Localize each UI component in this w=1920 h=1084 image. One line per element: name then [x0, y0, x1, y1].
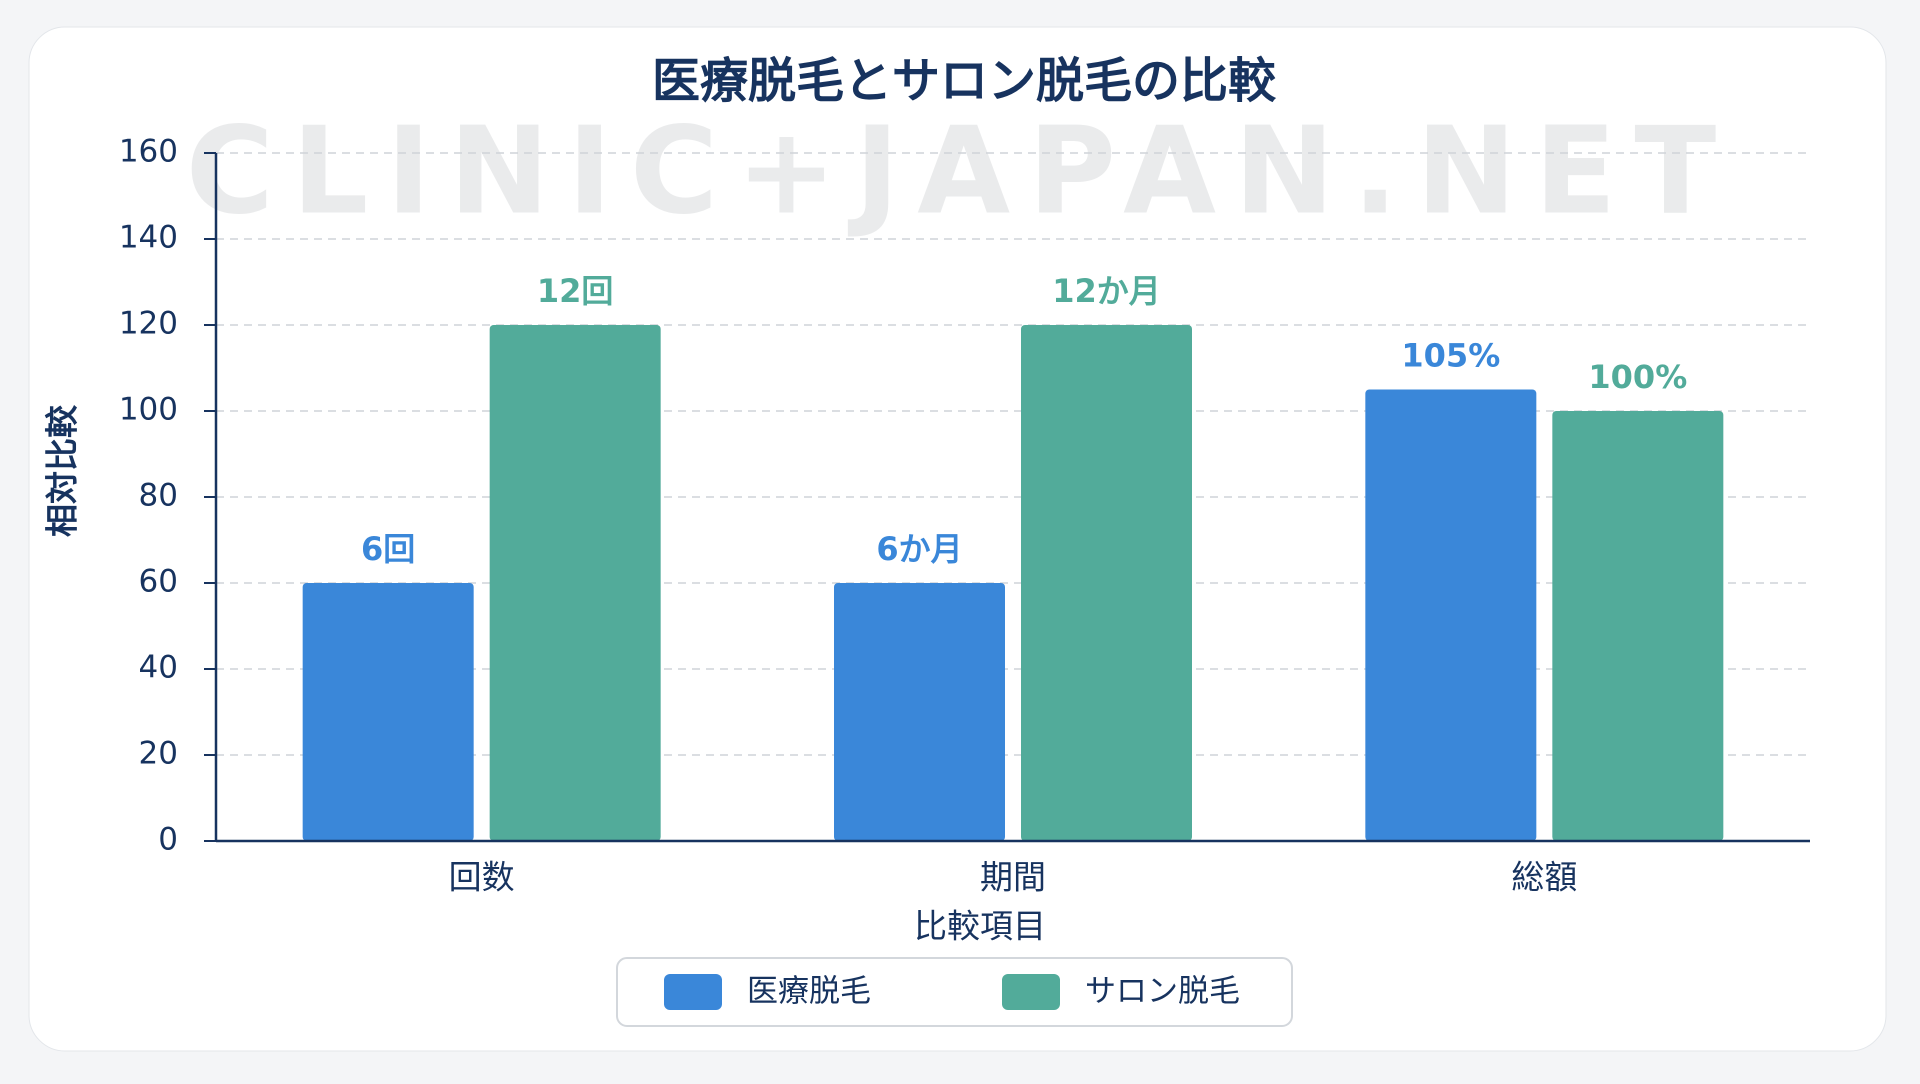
y-tick-label: 60 — [139, 564, 178, 600]
chart-title: 医療脱毛とサロン脱毛の比較 — [652, 53, 1277, 109]
y-tick-label: 40 — [139, 650, 178, 686]
y-tick-label: 160 — [119, 134, 178, 170]
bar — [834, 583, 1005, 841]
x-tick-label: 総額 — [1511, 858, 1577, 897]
bar — [1552, 411, 1724, 841]
bar — [489, 325, 661, 841]
legend-box — [616, 957, 1293, 1027]
bar — [1365, 389, 1537, 841]
y-tick-label: 100 — [119, 392, 178, 428]
y-tick-label: 20 — [139, 736, 178, 772]
value-label: 100% — [1588, 358, 1687, 396]
x-axis-label: 比較項目 — [914, 907, 1046, 946]
legend-swatch — [1002, 974, 1060, 1010]
bar — [302, 583, 474, 841]
legend-label: 医療脱毛 — [747, 974, 871, 1010]
y-tick-label: 80 — [139, 478, 178, 514]
value-label: 6か月 — [876, 530, 962, 568]
watermark: CLINIC+JAPAN.NET — [186, 103, 1734, 242]
value-label: 105% — [1401, 337, 1500, 375]
x-tick-label: 期間 — [980, 858, 1046, 897]
bar — [1021, 325, 1192, 841]
y-tick-label: 0 — [158, 822, 178, 858]
y-tick-label: 120 — [119, 306, 178, 342]
y-axis-label: 相対比較 — [43, 404, 82, 537]
legend-label: サロン脱毛 — [1085, 974, 1240, 1010]
x-tick-label: 回数 — [449, 858, 515, 897]
value-label: 6回 — [361, 530, 415, 568]
legend-swatch — [664, 974, 722, 1010]
value-label: 12か月 — [1052, 272, 1161, 310]
y-tick-label: 140 — [119, 220, 178, 256]
value-label: 12回 — [537, 272, 614, 310]
